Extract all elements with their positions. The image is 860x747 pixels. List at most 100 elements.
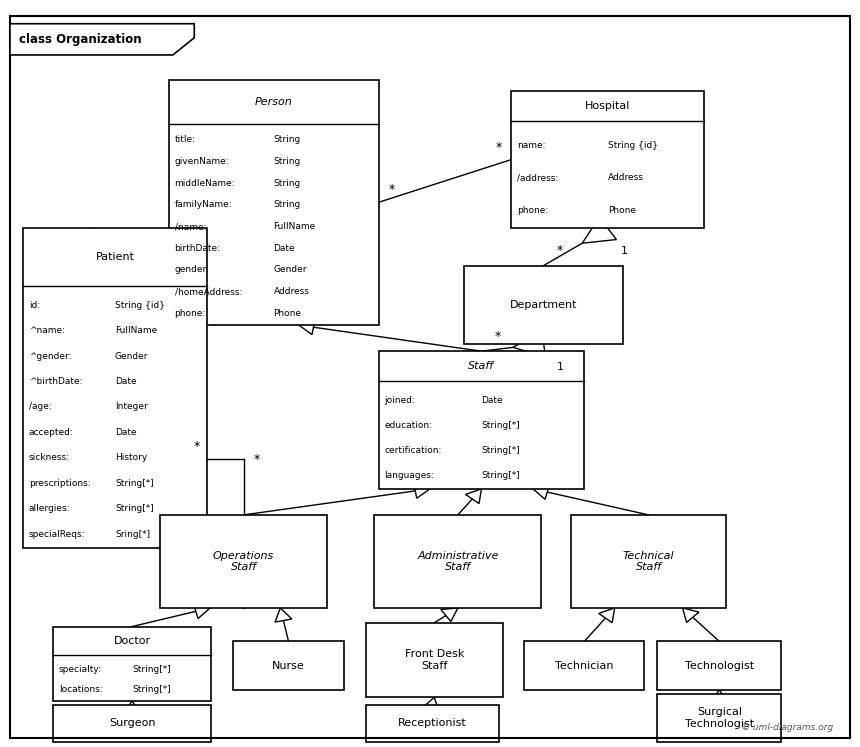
Text: sickness:: sickness: [29,453,70,462]
Text: © uml-diagrams.org: © uml-diagrams.org [740,723,832,732]
Text: joined:: joined: [384,396,415,405]
Text: name:: name: [518,141,546,150]
FancyBboxPatch shape [366,704,499,742]
Text: String[*]: String[*] [115,504,154,513]
FancyBboxPatch shape [52,627,212,701]
Text: Staff: Staff [469,362,494,371]
Text: Date: Date [273,244,295,252]
Text: allergies:: allergies: [29,504,71,513]
Text: Date: Date [482,396,503,405]
Text: languages:: languages: [384,471,434,480]
Polygon shape [124,701,141,714]
FancyBboxPatch shape [571,515,726,608]
Text: gender:: gender: [175,265,210,274]
Text: Date: Date [115,377,137,386]
Text: *: * [389,184,395,196]
Text: middleName:: middleName: [175,179,235,187]
Polygon shape [599,608,615,623]
Text: Operations
Staff: Operations Staff [213,551,274,572]
FancyBboxPatch shape [160,515,327,608]
Text: Gender: Gender [273,265,307,274]
Text: phone:: phone: [518,206,549,215]
FancyBboxPatch shape [52,704,212,742]
Text: Surgical
Technologist: Surgical Technologist [685,707,754,728]
Text: Integer: Integer [115,403,148,412]
Text: String[*]: String[*] [132,686,171,695]
Text: 1: 1 [621,247,628,256]
Text: /address:: /address: [518,173,559,182]
Text: String: String [273,179,301,187]
Polygon shape [298,320,315,335]
Text: Administrative
Staff: Administrative Staff [417,551,499,572]
FancyBboxPatch shape [512,90,704,229]
Text: Nurse: Nurse [272,660,305,671]
Text: *: * [495,140,501,154]
FancyBboxPatch shape [525,642,644,689]
Text: ^birthDate:: ^birthDate: [29,377,83,386]
Text: title:: title: [175,135,195,144]
Text: prescriptions:: prescriptions: [29,479,90,488]
Text: String[*]: String[*] [482,446,520,455]
Text: Address: Address [608,173,644,182]
Text: id:: id: [29,300,40,309]
FancyBboxPatch shape [657,642,782,689]
Text: givenName:: givenName: [175,157,229,166]
Text: String {id}: String {id} [608,141,658,150]
Polygon shape [533,485,550,499]
Text: String: String [273,200,301,209]
Text: Date: Date [115,428,137,437]
Text: *: * [556,244,562,258]
Text: Phone: Phone [608,206,636,215]
Text: *: * [254,453,260,465]
Text: 1: 1 [556,362,563,372]
Text: Department: Department [510,300,577,310]
FancyBboxPatch shape [233,642,344,689]
FancyBboxPatch shape [169,79,378,325]
Polygon shape [683,608,699,622]
Polygon shape [441,608,458,622]
Polygon shape [513,330,546,357]
Text: String[*]: String[*] [482,421,520,430]
Text: Front Desk
Staff: Front Desk Staff [404,649,464,671]
Text: FullName: FullName [115,326,157,335]
Text: familyName:: familyName: [175,200,232,209]
Polygon shape [465,489,482,503]
Polygon shape [198,311,215,325]
Text: Person: Person [255,96,292,107]
Text: String {id}: String {id} [115,300,165,309]
Text: FullName: FullName [273,222,316,231]
Text: education:: education: [384,421,433,430]
Text: certification:: certification: [384,446,442,455]
Text: *: * [494,330,501,343]
Text: Technical
Staff: Technical Staff [623,551,674,572]
Polygon shape [414,483,430,498]
Text: Gender: Gender [115,352,149,361]
Text: locations:: locations: [58,686,102,695]
Text: specialty:: specialty: [58,666,101,675]
Text: String: String [273,157,301,166]
Text: Surgeon: Surgeon [109,719,156,728]
Polygon shape [582,217,617,244]
Polygon shape [275,608,292,622]
Text: String[*]: String[*] [132,666,171,675]
Text: Address: Address [273,287,310,296]
Polygon shape [194,604,210,619]
Text: /homeAddress:: /homeAddress: [175,287,242,296]
Text: Patient: Patient [95,252,134,262]
Text: History: History [115,453,147,462]
Text: *: * [194,440,200,453]
FancyBboxPatch shape [378,351,584,489]
Text: /name:: /name: [175,222,206,231]
Text: ^gender:: ^gender: [29,352,71,361]
Text: specialReqs:: specialReqs: [29,530,85,539]
Text: Receptionist: Receptionist [398,719,466,728]
FancyBboxPatch shape [464,266,623,344]
Text: Doctor: Doctor [114,636,150,645]
FancyBboxPatch shape [366,623,503,697]
Polygon shape [710,689,728,703]
Text: birthDate:: birthDate: [175,244,220,252]
Text: Technologist: Technologist [685,660,754,671]
Text: ^name:: ^name: [29,326,64,335]
FancyBboxPatch shape [374,515,542,608]
Text: String[*]: String[*] [482,471,520,480]
